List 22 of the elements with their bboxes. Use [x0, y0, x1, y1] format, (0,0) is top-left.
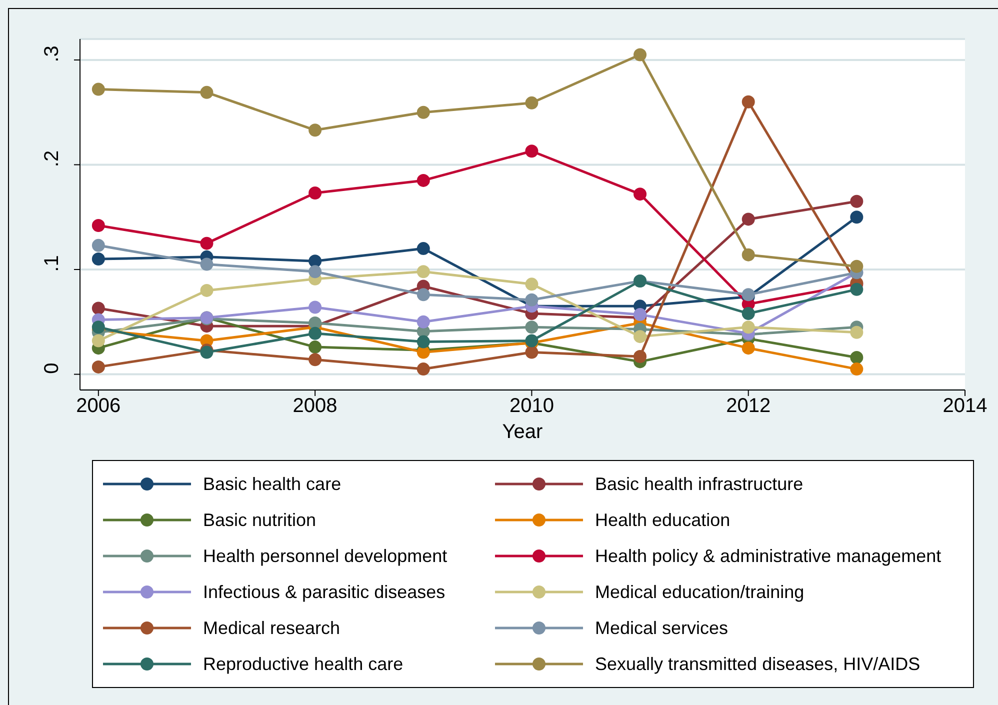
legend-label: Health personnel development — [203, 546, 448, 566]
legend-label: Health education — [595, 510, 730, 530]
x-tick-label: 2014 — [942, 395, 988, 418]
y-tick-label: 0 — [41, 362, 63, 374]
legend-label: Basic health care — [203, 474, 342, 494]
legend-label: Medical education/training — [595, 582, 804, 602]
y-tick-label: .3 — [41, 46, 63, 62]
x-tick-label: 2008 — [292, 395, 338, 418]
legend-label: Medical research — [203, 618, 340, 638]
legend-label: Reproductive health care — [203, 654, 404, 674]
x-tick-label: 2012 — [726, 395, 771, 418]
legend-label: Sexually transmitted diseases, HIV/AIDS — [595, 654, 920, 674]
legend-label: Basic nutrition — [203, 510, 316, 530]
legend-label: Infectious & parasitic diseases — [203, 582, 446, 602]
legend-label: Medical services — [595, 618, 728, 638]
y-tick-label: .2 — [41, 150, 63, 168]
x-tick-label: 2006 — [76, 395, 121, 418]
y-tick-label: .1 — [41, 255, 63, 272]
x-tick-label: 2010 — [509, 395, 554, 418]
legend-label: Health policy & administrative management — [595, 546, 942, 566]
legend-label: Basic health infrastructure — [595, 474, 804, 494]
x-axis-title: Year — [502, 421, 544, 443]
